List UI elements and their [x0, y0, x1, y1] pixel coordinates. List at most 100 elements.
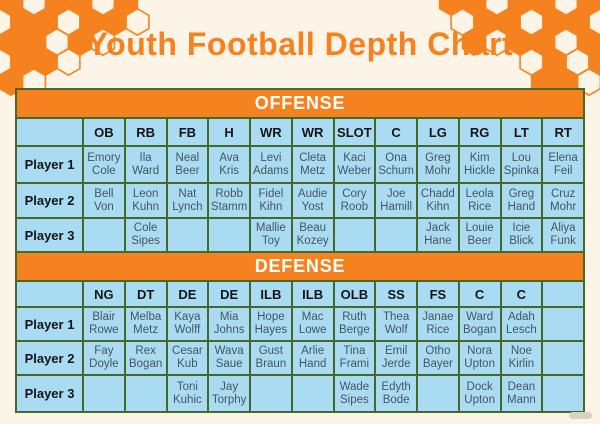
player-name-cell	[541, 340, 585, 376]
position-header-cell: C	[499, 280, 544, 308]
player-name-cell: Robb Stamm	[207, 182, 251, 219]
player-name-cell: Dean Mann	[499, 374, 544, 413]
player-name-cell: Dock Upton	[457, 374, 502, 413]
player-name-cell	[416, 374, 460, 413]
player-name-cell	[332, 217, 377, 253]
position-header-cell: WR	[249, 117, 293, 147]
player-name-cell: Cesar Kub	[165, 340, 210, 376]
section-bar-offense: OFFENSE	[15, 88, 585, 119]
table-row: Player 2 Fay Doyle Rex Bogan Cesar Kub Wava …	[15, 340, 585, 376]
player-name-cell: Jack Hane	[416, 217, 460, 253]
player-name-cell: Otho Bayer	[416, 340, 460, 376]
player-name-cell: Nat Lynch	[165, 182, 210, 219]
player-name-cell: Levi Adams	[249, 145, 293, 184]
player-name-cell: Cole Sipes	[123, 217, 168, 253]
player-name-cell: Neal Beer	[165, 145, 210, 184]
player-name-cell: Emil Jerde	[374, 340, 418, 376]
player-name-cell: Toni Kuhic	[165, 374, 210, 413]
player-name-cell: Ruth Berge	[332, 306, 377, 342]
player-name-cell: Thea Wolf	[374, 306, 418, 342]
player-name-cell	[290, 374, 335, 413]
player-name-cell: Wade Sipes	[332, 374, 377, 413]
player-name-cell: Mallie Toy	[249, 217, 293, 253]
player-name-cell: Beau Kozey	[290, 217, 335, 253]
player-name-cell: Kaya Wolff	[165, 306, 210, 342]
position-header-cell: C	[457, 280, 502, 308]
position-header-cell	[541, 280, 585, 308]
player-name-cell	[123, 374, 168, 413]
player-name-cell: Emory Cole	[82, 145, 126, 184]
position-header-cell: RT	[541, 117, 585, 147]
player-name-cell: Melba Metz	[123, 306, 168, 342]
watermark-badge	[569, 412, 592, 419]
table-row: Player 1 Emory Cole Ila Ward Neal Beer Ava K…	[15, 145, 585, 184]
position-header-cell: SLOT	[332, 117, 377, 147]
position-header-cell: DE	[207, 280, 251, 308]
player-name-cell: Tina Frami	[332, 340, 377, 376]
player-name-cell	[82, 374, 126, 413]
player-name-cell: Bell Von	[82, 182, 126, 219]
corner-cell	[15, 117, 84, 147]
player-name-cell: Adah Lesch	[499, 306, 544, 342]
player-name-cell: Fay Doyle	[82, 340, 126, 376]
player-name-cell: Rex Bogan	[123, 340, 168, 376]
position-header-cell: SS	[374, 280, 418, 308]
player-name-cell	[249, 374, 293, 413]
player-name-cell: Janae Rice	[416, 306, 460, 342]
position-header-cell: RB	[123, 117, 168, 147]
player-name-cell: Arlie Hand	[290, 340, 335, 376]
position-header-cell: FB	[165, 117, 210, 147]
player-name-cell: Ona Schum	[374, 145, 418, 184]
player-name-cell	[541, 306, 585, 342]
position-header-cell: LG	[416, 117, 460, 147]
position-header-cell: FS	[416, 280, 460, 308]
player-name-cell: Noe Kirlin	[499, 340, 544, 376]
player-name-cell: Chadd Kihn	[416, 182, 460, 219]
row-label-cell: Player 1	[15, 306, 84, 342]
player-name-cell: Nora Upton	[457, 340, 502, 376]
player-name-cell: Hope Hayes	[249, 306, 293, 342]
player-name-cell: Edyth Bode	[374, 374, 418, 413]
player-name-cell: Kaci Weber	[332, 145, 377, 184]
position-header-cell: LT	[499, 117, 544, 147]
player-name-cell: Jay Torphy	[207, 374, 251, 413]
position-header-cell: ILB	[290, 280, 335, 308]
player-name-cell: Kim Hickle	[457, 145, 502, 184]
row-label-cell: Player 3	[15, 217, 84, 253]
player-name-cell	[165, 217, 210, 253]
table-row: Player 2 Bell Von Leon Kuhn Nat Lynch Robb S…	[15, 182, 585, 219]
player-name-cell	[541, 374, 585, 413]
player-name-cell: Cory Roob	[332, 182, 377, 219]
player-name-cell: Joe Hamill	[374, 182, 418, 219]
position-header-cell: H	[207, 117, 251, 147]
player-name-cell: Ila Ward	[123, 145, 168, 184]
position-header-cell: OLB	[332, 280, 377, 308]
corner-cell	[15, 280, 84, 308]
player-name-cell: Elena Feil	[541, 145, 585, 184]
player-name-cell: Aliya Funk	[541, 217, 585, 253]
row-label-cell: Player 1	[15, 145, 84, 184]
player-name-cell: Icie Blick	[499, 217, 544, 253]
section-bar-defense: DEFENSE	[15, 251, 585, 282]
table-row: Player 1 Blair Rowe Melba Metz Kaya Wolff Mi…	[15, 306, 585, 342]
player-name-cell: Louie Beer	[457, 217, 502, 253]
table-row: Player 3 Toni Kuhic Jay Torphy Wade Sipes Ed…	[15, 374, 585, 413]
player-name-cell: Wava Saue	[207, 340, 251, 376]
table-row: Player 3 Cole Sipes Mallie Toy Beau Kozey Ja…	[15, 217, 585, 253]
player-name-cell: Ward Bogan	[457, 306, 502, 342]
page-title: Youth Football Depth Chart	[86, 26, 514, 62]
position-header-cell: RG	[457, 117, 502, 147]
position-header-cell: C	[374, 117, 418, 147]
player-name-cell: Fidel Kihn	[249, 182, 293, 219]
player-name-cell	[374, 217, 418, 253]
row-label-cell: Player 3	[15, 374, 84, 413]
player-name-cell: Cleta Metz	[290, 145, 335, 184]
row-label-cell: Player 2	[15, 182, 84, 219]
player-name-cell	[82, 217, 126, 253]
player-name-cell: Greg Hand	[499, 182, 544, 219]
position-header-cell: NG	[82, 280, 126, 308]
player-name-cell: Leon Kuhn	[123, 182, 168, 219]
